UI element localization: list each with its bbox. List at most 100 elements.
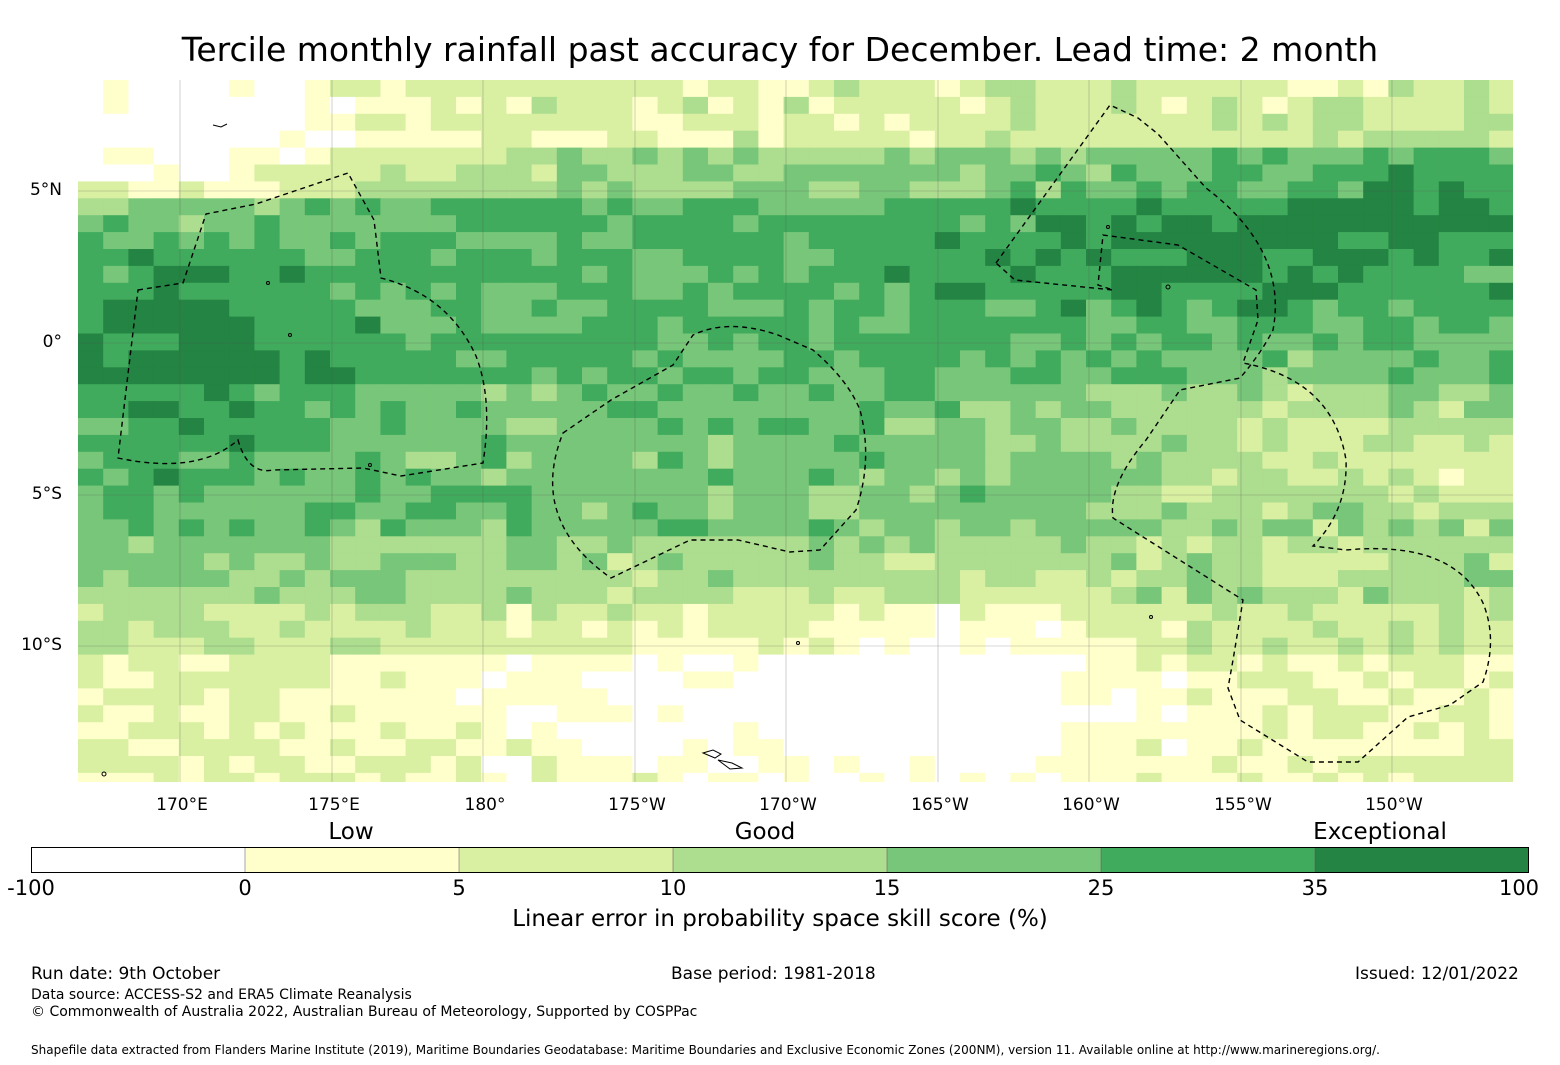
skill-cell: [834, 232, 860, 250]
skill-cell: [229, 570, 255, 588]
skill-cell: [1287, 299, 1314, 318]
skill-cell: [909, 671, 936, 689]
skill-cell: [1161, 147, 1188, 166]
skill-cell: [1010, 249, 1037, 267]
skill-cell: [153, 198, 180, 216]
skill-cell: [1338, 570, 1364, 588]
skill-cell: [1010, 350, 1037, 368]
skill-cell: [1111, 282, 1137, 301]
skill-cell: [531, 570, 558, 588]
skill-cell: [808, 350, 835, 368]
skill-cell: [632, 265, 659, 284]
skill-cell: [1262, 536, 1289, 554]
skill-cell: [330, 181, 356, 199]
skill-cell: [934, 603, 961, 622]
skill-cell: [204, 468, 230, 487]
skill-cell: [355, 299, 381, 318]
skill-cell: [960, 722, 986, 740]
skill-cell: [1438, 553, 1465, 571]
skill-cell: [531, 333, 558, 351]
skill-cell: [783, 654, 810, 673]
skill-cell: [682, 620, 709, 639]
skill-cell: [1136, 384, 1163, 402]
skill-cell: [1111, 688, 1137, 706]
skill-cell: [632, 620, 659, 639]
skill-cell: [1186, 299, 1213, 318]
skill-cell: [859, 198, 885, 216]
skill-cell: [1035, 299, 1062, 318]
skill-cell: [506, 164, 533, 182]
skill-cell: [733, 468, 759, 487]
skill-cell: [758, 434, 785, 453]
skill-cell: [531, 587, 558, 605]
skill-cell: [657, 215, 684, 233]
skill-cell: [456, 485, 482, 504]
skill-cell: [758, 333, 785, 351]
skill-cell: [909, 299, 936, 318]
skill-cell: [1186, 722, 1213, 740]
skill-cell: [153, 384, 180, 402]
skill-cell: [1237, 536, 1263, 554]
skill-cell: [783, 164, 810, 182]
skill-cell: [1363, 164, 1389, 182]
skill-cell: [1237, 384, 1263, 402]
skill-cell: [960, 570, 986, 588]
skill-cell: [1262, 553, 1289, 571]
skill-cell: [78, 485, 104, 504]
skill-cell: [1438, 756, 1465, 774]
skill-cell: [834, 333, 860, 351]
skill-cell: [556, 688, 583, 706]
skill-cell: [607, 671, 633, 689]
skill-cell: [1060, 536, 1087, 554]
skill-cell: [1186, 603, 1213, 622]
skill-cell: [909, 147, 936, 166]
skill-cell: [985, 113, 1011, 132]
skill-cell: [884, 688, 911, 706]
skill-cell: [1262, 350, 1289, 368]
skill-cell: [279, 282, 306, 301]
skill-cell: [430, 282, 457, 301]
skill-cell: [1111, 739, 1137, 757]
skill-cell: [758, 181, 785, 199]
skill-cell: [733, 587, 759, 605]
skill-cell: [204, 536, 230, 554]
skill-cell: [859, 468, 885, 487]
skill-cell: [985, 570, 1011, 588]
skill-cell: [1287, 249, 1314, 267]
skill-cell: [1237, 350, 1263, 368]
skill-cell: [884, 468, 911, 487]
skill-cell: [1035, 502, 1062, 520]
skill-cell: [456, 181, 482, 199]
skill-cell: [1161, 739, 1188, 757]
skill-cell: [1464, 80, 1490, 98]
skill-cell: [1186, 468, 1213, 487]
skill-cell: [884, 181, 911, 199]
skill-cell: [103, 603, 129, 622]
skill-cell: [178, 113, 205, 132]
skill-cell: [254, 536, 281, 554]
skill-cell: [1161, 603, 1188, 622]
skill-cell: [1035, 705, 1062, 723]
skill-cell: [1363, 536, 1389, 554]
skill-cell: [1262, 232, 1289, 250]
skill-cell: [355, 333, 381, 351]
skill-cell: [430, 198, 457, 216]
skill-score-map: [78, 80, 1513, 782]
skill-cell: [1388, 587, 1415, 605]
lon-label-150w: 150°W: [1365, 795, 1423, 815]
skill-cell: [456, 637, 482, 656]
skill-cell: [1312, 164, 1339, 182]
skill-cell: [1161, 113, 1188, 132]
skill-cell: [808, 756, 835, 774]
skill-cell: [1086, 519, 1112, 537]
skill-cell: [582, 181, 608, 199]
skill-cell: [1438, 451, 1465, 470]
skill-cell: [78, 198, 104, 216]
skill-cell: [254, 739, 281, 757]
skill-cell: [884, 451, 911, 470]
skill-cell: [783, 265, 810, 284]
skill-cell: [1287, 485, 1314, 504]
skill-cell: [758, 198, 785, 216]
skill-cell: [909, 181, 936, 199]
skill-cell: [430, 654, 457, 673]
